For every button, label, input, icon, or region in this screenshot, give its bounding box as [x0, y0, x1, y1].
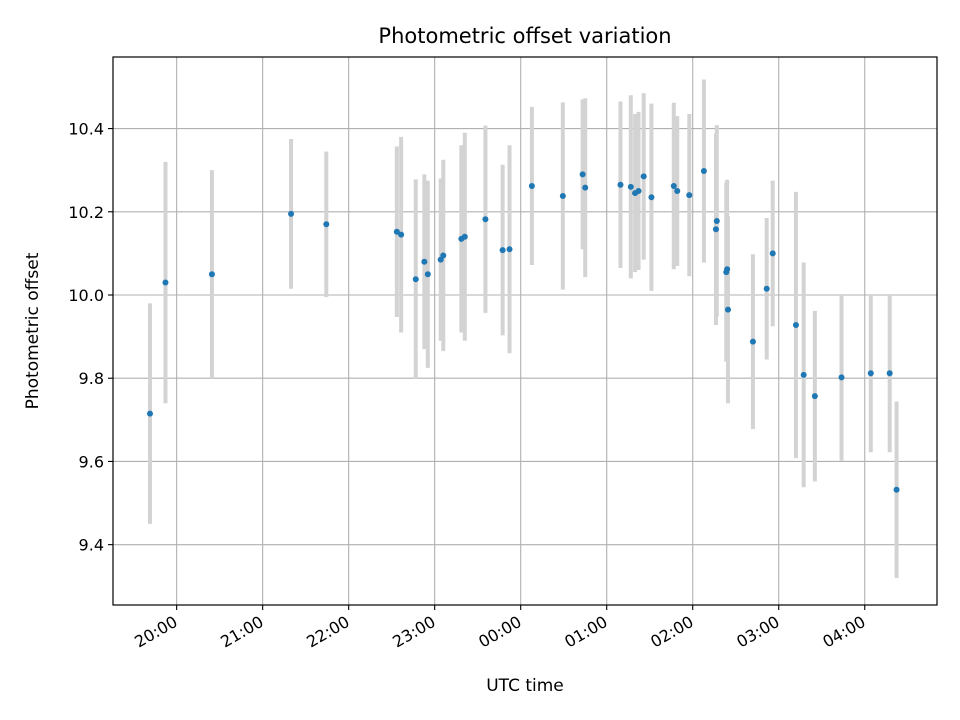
y-tick-label: 10.4 [68, 120, 104, 139]
y-tick-label: 10.2 [68, 203, 104, 222]
y-axis-label: Photometric offset [23, 252, 43, 409]
data-point [893, 486, 900, 493]
data-point [886, 370, 893, 377]
data-point [482, 216, 489, 223]
data-point [617, 181, 624, 188]
data-point [461, 233, 468, 240]
data-point [648, 194, 655, 201]
data-point [713, 217, 720, 224]
data-point [412, 276, 419, 283]
data-point [686, 192, 693, 199]
data-point [674, 187, 681, 194]
data-point [811, 393, 818, 400]
data-point [763, 285, 770, 292]
data-points [146, 168, 900, 493]
data-point [640, 173, 647, 180]
data-point [627, 183, 634, 190]
grid-lines [113, 57, 937, 605]
data-point [440, 252, 447, 259]
data-point [421, 258, 428, 265]
y-axis-ticks: 9.4 9.6 9.8 10.0 10.2 10.4 [68, 120, 113, 555]
data-point [867, 370, 874, 377]
data-point [208, 271, 215, 278]
data-point [579, 171, 586, 178]
data-point [800, 371, 807, 378]
y-tick-label: 9.6 [79, 452, 104, 471]
data-point [499, 247, 506, 254]
data-point [724, 306, 731, 313]
x-axis-label: UTC time [486, 676, 564, 696]
data-point [700, 168, 707, 175]
data-point [559, 192, 566, 199]
data-point [393, 228, 400, 235]
plot-frame [112, 56, 938, 606]
data-point [838, 374, 845, 381]
data-point [424, 271, 431, 278]
data-point [635, 187, 642, 194]
data-point [288, 210, 295, 217]
data-point [670, 182, 677, 189]
data-point [162, 279, 169, 286]
data-point [792, 321, 799, 328]
data-point [749, 338, 756, 345]
y-tick-label: 9.8 [79, 369, 104, 388]
data-point [506, 246, 513, 253]
data-point [582, 184, 589, 191]
y-tick-label: 10.0 [68, 286, 104, 305]
y-tick-label: 9.4 [79, 536, 104, 555]
data-point [398, 231, 405, 238]
data-point [323, 221, 330, 228]
data-point [769, 250, 776, 257]
data-point [528, 182, 535, 189]
chart-title: Photometric offset variation [378, 24, 671, 48]
data-point [723, 269, 730, 276]
data-point [146, 410, 153, 417]
data-point [712, 226, 719, 233]
